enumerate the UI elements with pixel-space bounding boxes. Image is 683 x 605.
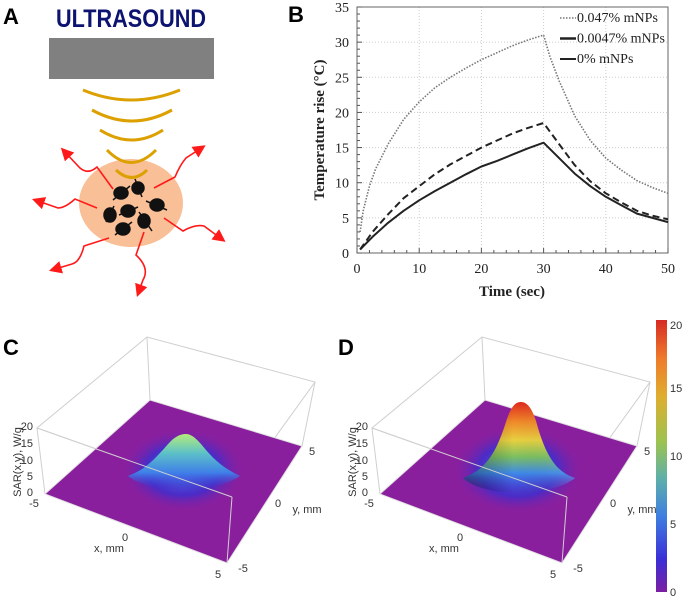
legend-label: 0.0047% mNPs [577, 32, 665, 47]
panel-label-d: D [338, 335, 354, 360]
colorbar-tick-label: 10 [670, 451, 682, 463]
nanoparticle [131, 178, 145, 198]
nanoparticle [137, 211, 153, 232]
z-tick-label: 15 [356, 438, 368, 450]
heat-arrow [153, 145, 206, 189]
wave-arc [91, 108, 173, 123]
y-tick-label: 20 [335, 106, 349, 121]
y-axis-label: Temperature rise (°C) [312, 60, 328, 201]
nanoparticle [112, 185, 131, 201]
colorbar: 0 5 10 15 20 [656, 320, 682, 599]
heat-arrow [163, 217, 226, 242]
z-tick-label: 20 [21, 421, 33, 433]
nanoparticle [145, 198, 168, 212]
wave-arc [114, 168, 149, 179]
legend-label: 0% mNPs [577, 52, 633, 67]
x-tick-label: 40 [599, 262, 613, 277]
z-tick-label: 0 [27, 487, 33, 499]
y-tick-label: 0 [342, 247, 349, 262]
wave-arc [82, 88, 181, 102]
nanoparticles [103, 178, 168, 236]
chart-series [359, 34, 669, 251]
y-tick-label: -5 [238, 563, 248, 575]
y-tick-label: 35 [335, 1, 349, 16]
x-tick-label: 5 [550, 569, 556, 581]
axis-ticks: 0 10 20 30 40 50 0 5 10 15 20 25 30 35 [335, 1, 675, 277]
z-tick-label: 0 [362, 487, 368, 499]
x-axis-label: x, mm [94, 543, 124, 555]
x-tick-label: 10 [412, 262, 426, 277]
wave-arc [105, 148, 158, 164]
nanoparticle [103, 205, 117, 223]
z-tick-label: 15 [21, 438, 33, 450]
panel-a-schematic: ULTRASOUND [31, 5, 226, 298]
y-tick-label: 10 [335, 177, 349, 192]
y-tick-label: 30 [335, 36, 349, 51]
x-tick-label: 0 [122, 532, 128, 544]
y-tick-label: -5 [573, 563, 583, 575]
y-tick-label: 0 [275, 498, 281, 510]
y-tick-label: 5 [644, 446, 650, 458]
heat-arrow [60, 147, 114, 190]
y-tick-label: 25 [335, 71, 349, 86]
y-tick-label: 5 [342, 212, 349, 227]
z-tick-label: 20 [356, 421, 368, 433]
x-tick-label: 0 [457, 532, 463, 544]
surface-peak [128, 434, 240, 490]
z-axis-label: SAR(x,y), W/g [347, 427, 359, 497]
panel-label-c: C [3, 335, 19, 360]
transducer [49, 38, 214, 79]
y-tick-label: 15 [335, 142, 349, 157]
heat-arrows [31, 145, 226, 298]
z-tick-label: 10 [356, 455, 368, 467]
y-tick-label: 5 [309, 446, 315, 458]
z-tick-label: 5 [27, 471, 33, 483]
ultrasound-waves [82, 88, 181, 142]
x-axis-label: Time (sec) [479, 284, 545, 300]
box-edge [561, 496, 568, 564]
x-axis-label: x, mm [429, 543, 459, 555]
legend-label: 0.047% mNPs [577, 11, 658, 26]
colorbar-tick-label: 0 [670, 587, 676, 599]
series-line-1 [359, 122, 669, 251]
colorbar-tick-label: 20 [670, 320, 682, 332]
colorbar-gradient [656, 320, 667, 592]
box-edge [371, 427, 568, 498]
tissue-region [79, 159, 183, 247]
panel-label-b: B [288, 2, 304, 27]
heat-arrow [135, 231, 148, 298]
wave-arc [99, 128, 164, 142]
ultrasound-title: ULTRASOUND [56, 5, 206, 33]
chart-legend: 0.047% mNPs 0.0047% mNPs 0% mNPs [560, 11, 665, 67]
series-line-0 [359, 34, 669, 233]
nanoparticle [118, 204, 139, 218]
nanoparticle [114, 221, 133, 236]
y-axis-label: y, mm [292, 504, 321, 516]
x-tick-label: -5 [364, 498, 374, 510]
x-tick-label: 50 [661, 262, 675, 277]
x-tick-label: 30 [537, 262, 551, 277]
x-tick-label: 20 [474, 262, 488, 277]
heat-arrow [31, 197, 98, 210]
x-tick-label: 0 [354, 262, 361, 277]
z-tick-label: 5 [362, 471, 368, 483]
x-tick-label: 5 [215, 569, 221, 581]
z-tick-label: 10 [21, 455, 33, 467]
heat-arrow [48, 237, 110, 274]
x-tick-label: -5 [29, 498, 39, 510]
panel-label-a: A [3, 4, 19, 29]
series-line-2 [359, 141, 669, 251]
y-tick-label: 0 [610, 498, 616, 510]
box-edge [36, 427, 233, 498]
colorbar-tick-label: 5 [670, 519, 676, 531]
z-axis-label: SAR(x,y), W/g [12, 427, 24, 497]
colorbar-tick-label: 15 [670, 383, 682, 395]
box-edge [226, 496, 233, 564]
y-axis-label: y, mm [627, 504, 656, 516]
plot-frame [356, 6, 669, 254]
